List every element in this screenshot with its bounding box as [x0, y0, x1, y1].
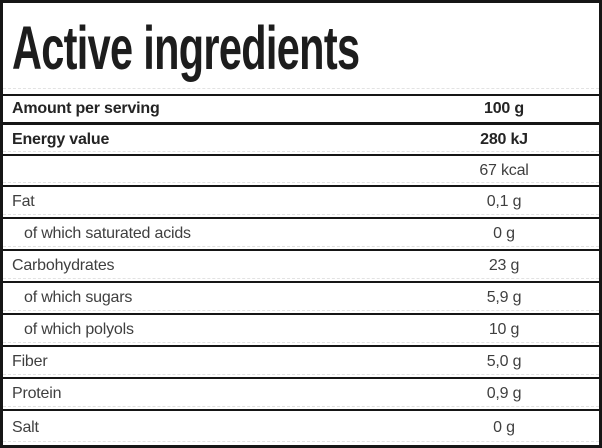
table-row: of which saturated acids 0 g [3, 219, 599, 251]
table-row: Fat 0,1 g [3, 187, 599, 219]
row-label: Fiber [12, 353, 48, 370]
table-row: Fiber 5,0 g [3, 347, 599, 379]
table-row: Protein 0,9 g [3, 379, 599, 411]
header-value: 100 g [484, 100, 524, 117]
row-value: 0 g [493, 419, 515, 436]
row-value: 0,1 g [486, 193, 522, 210]
table-title: Active ingredients [12, 14, 360, 82]
row-value: 0 g [493, 225, 515, 242]
row-label: Protein [12, 385, 62, 402]
row-value: 5,9 g [486, 289, 522, 306]
table-row: Energy value 280 kJ [3, 125, 599, 156]
row-label: Salt [12, 419, 39, 436]
row-value: 280 kJ [480, 130, 528, 148]
table-row: Carbohydrates 23 g [3, 251, 599, 283]
row-value: 23 g [488, 257, 520, 274]
row-value: 5,0 g [486, 353, 522, 370]
row-label: of which polyols [24, 321, 134, 338]
row-label: Fat [12, 193, 35, 210]
table-row: of which sugars 5,9 g [3, 283, 599, 315]
table-header-row: Amount per serving 100 g [3, 96, 599, 125]
table-row: of which polyols 10 g [3, 315, 599, 347]
row-label: of which saturated acids [24, 225, 191, 242]
header-label: Amount per serving [12, 100, 160, 117]
row-value: 10 g [488, 321, 520, 338]
row-label: of which sugars [24, 289, 133, 306]
table-row: Salt 0 g [3, 411, 599, 445]
row-label: Carbohydrates [12, 257, 115, 274]
row-label: Energy value [12, 130, 110, 148]
table-row: 67 kcal [3, 156, 599, 187]
row-value: 67 kcal [479, 161, 529, 179]
row-value: 0,9 g [486, 385, 522, 402]
table-title-section: Active ingredients [3, 3, 599, 96]
